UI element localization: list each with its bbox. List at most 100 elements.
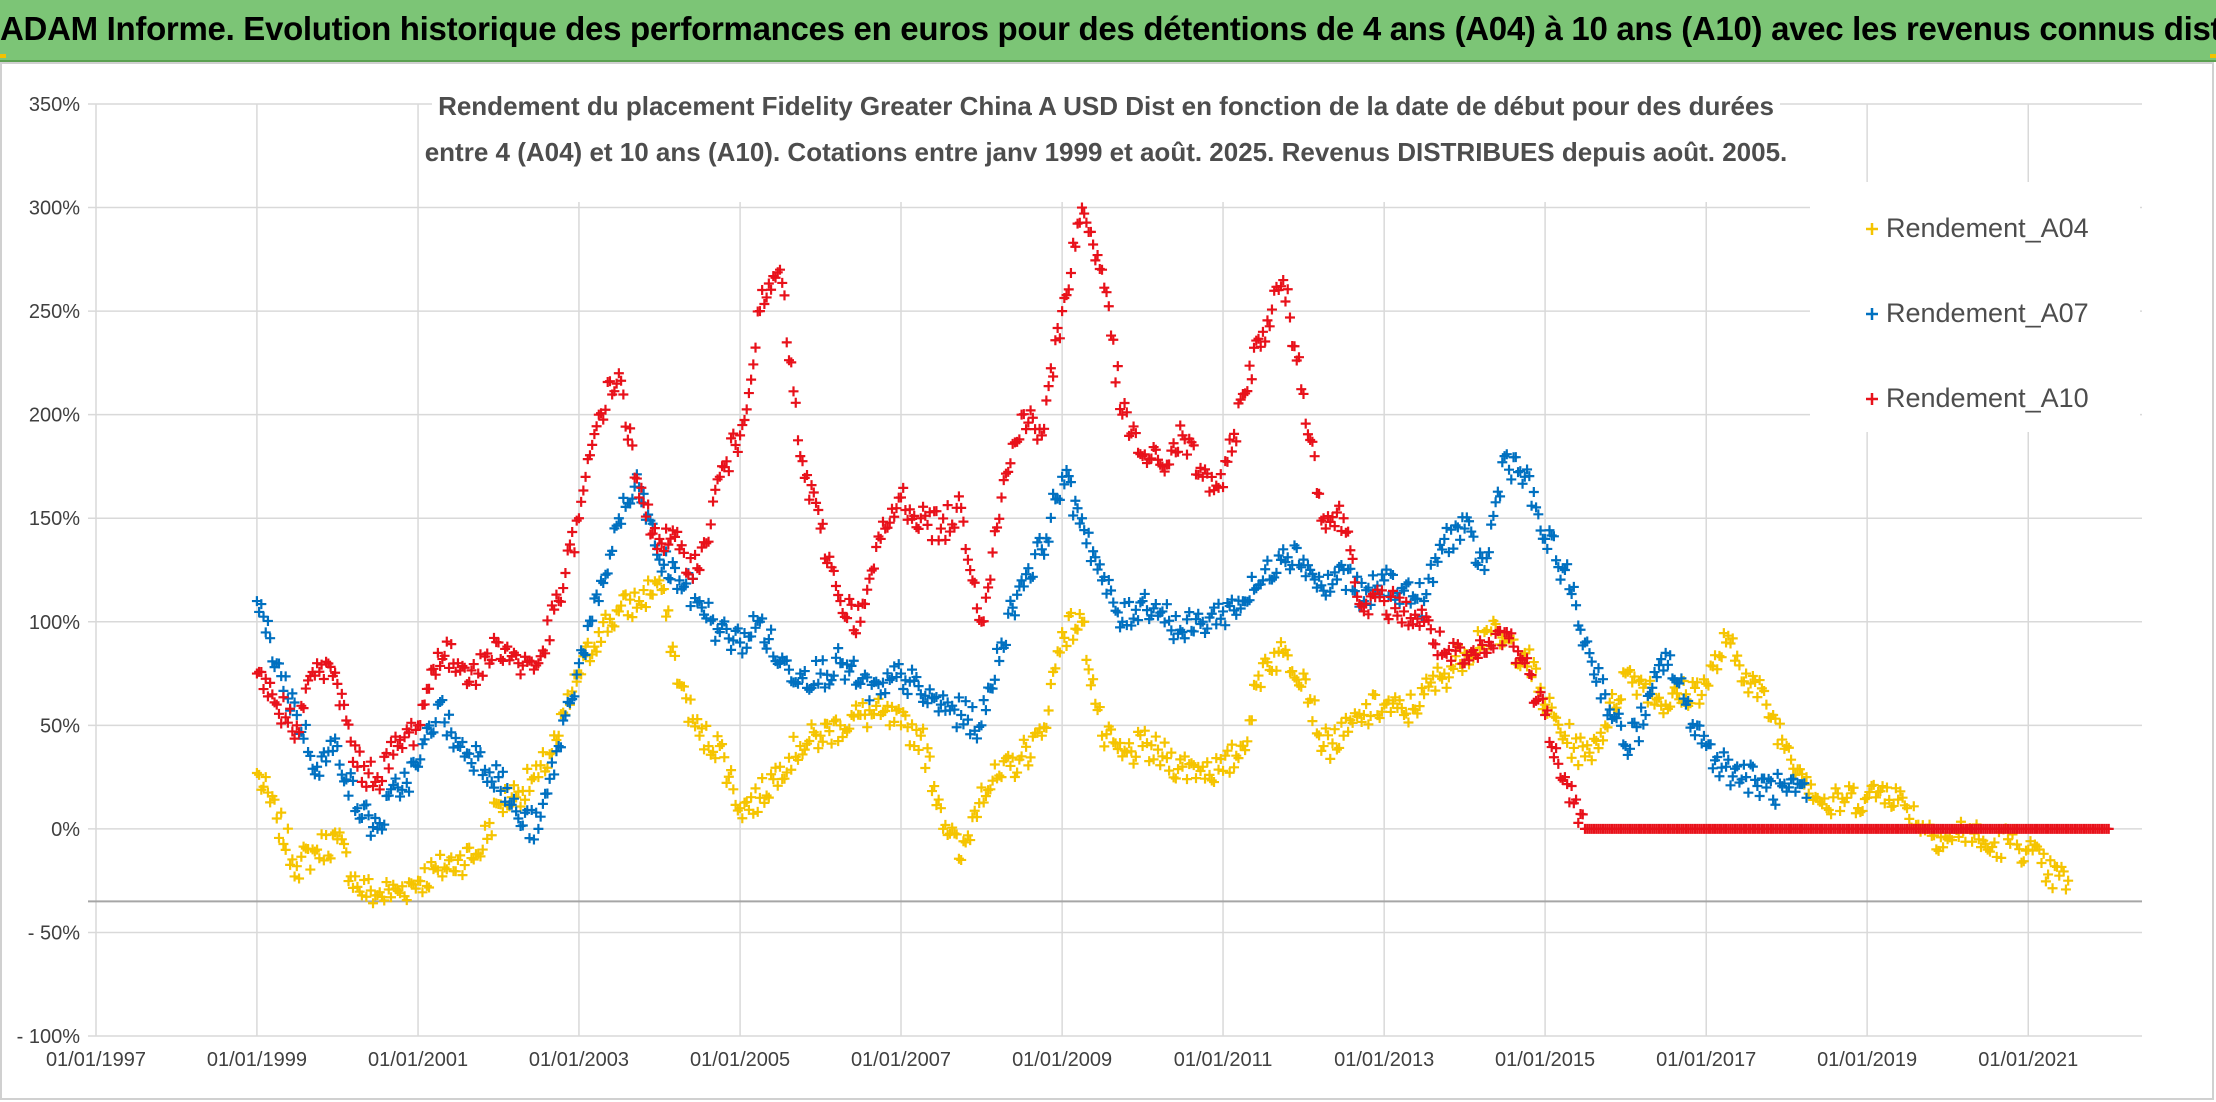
data-point (1566, 780, 1577, 791)
data-point (1551, 743, 1562, 754)
data-point (1526, 670, 1537, 681)
data-point (1732, 761, 1743, 772)
data-point (620, 589, 631, 600)
data-point (537, 747, 548, 758)
data-point (432, 647, 443, 658)
data-point (996, 772, 1007, 783)
data-point (1403, 577, 1414, 588)
y-tick-label: 300% (29, 198, 80, 220)
data-point (1325, 586, 1336, 597)
data-point (846, 660, 857, 671)
data-point (1425, 677, 1436, 688)
data-point (1741, 772, 1752, 783)
data-point (435, 660, 446, 671)
data-point (817, 736, 828, 747)
data-point (1980, 838, 1991, 849)
data-point (419, 734, 430, 745)
data-point (1242, 596, 1253, 607)
data-point (613, 513, 624, 524)
data-point (1043, 381, 1054, 392)
data-point (1801, 772, 1812, 783)
data-point (361, 799, 372, 810)
data-point (1385, 591, 1396, 602)
data-point (1598, 674, 1609, 685)
legend-label: Rendement_A04 (1886, 213, 2089, 243)
data-point (1215, 469, 1226, 480)
data-point (1347, 553, 1358, 564)
data-point (598, 577, 609, 588)
data-point (598, 617, 609, 628)
data-point (813, 743, 824, 754)
data-point (1376, 706, 1387, 717)
data-point (703, 597, 714, 608)
data-point (1488, 510, 1499, 521)
data-point (332, 741, 343, 752)
data-point (1481, 553, 1492, 564)
data-point (871, 541, 882, 552)
data-point (891, 503, 902, 514)
data-point (1559, 730, 1570, 741)
data-point (1175, 420, 1186, 431)
data-point (833, 643, 844, 654)
data-point (978, 797, 989, 808)
data-point (1522, 653, 1533, 664)
data-point (347, 775, 358, 786)
data-point (598, 414, 609, 425)
data-point (1540, 533, 1551, 544)
data-point (730, 440, 741, 451)
data-point (549, 604, 560, 615)
data-point (1622, 666, 1633, 677)
data-point (551, 589, 562, 600)
data-point (468, 659, 479, 670)
data-point (363, 810, 374, 821)
data-point (1334, 500, 1345, 511)
data-point (477, 844, 488, 855)
data-point (830, 714, 841, 725)
data-point (535, 811, 546, 822)
data-point (1772, 768, 1783, 779)
data-point (1448, 543, 1459, 554)
data-point (710, 753, 721, 764)
data-point (828, 565, 839, 576)
data-point (356, 890, 367, 901)
data-point (1059, 479, 1070, 490)
data-point (1121, 407, 1132, 418)
data-point (1571, 794, 1582, 805)
data-point (256, 666, 267, 677)
data-point (670, 650, 681, 661)
data-point (1079, 616, 1090, 627)
data-point (1257, 326, 1268, 337)
data-point (593, 409, 604, 420)
data-point (737, 648, 748, 659)
data-point (1139, 725, 1150, 736)
data-point (793, 754, 804, 765)
data-point (978, 616, 989, 627)
data-point (895, 492, 906, 503)
data-point (1363, 582, 1374, 593)
data-point (1783, 742, 1794, 753)
data-point (1070, 495, 1081, 506)
data-point (1101, 287, 1112, 298)
data-point (486, 830, 497, 841)
data-point (312, 658, 323, 669)
data-point (799, 744, 810, 755)
banner-corner-mark-left (0, 54, 6, 58)
data-point (667, 557, 678, 568)
data-point (1428, 576, 1439, 587)
data-point (1752, 780, 1763, 791)
data-point (1298, 668, 1309, 679)
data-point (855, 678, 866, 689)
data-point (1761, 782, 1772, 793)
data-point (473, 668, 484, 679)
data-point (309, 769, 320, 780)
data-point (401, 895, 412, 906)
data-point (1721, 761, 1732, 772)
data-point (1868, 779, 1879, 790)
data-point (654, 575, 665, 586)
data-point (1575, 732, 1586, 743)
data-point (1244, 595, 1255, 606)
data-point (1376, 585, 1387, 596)
data-point (763, 792, 774, 803)
data-point (1488, 643, 1499, 654)
data-point (705, 519, 716, 530)
